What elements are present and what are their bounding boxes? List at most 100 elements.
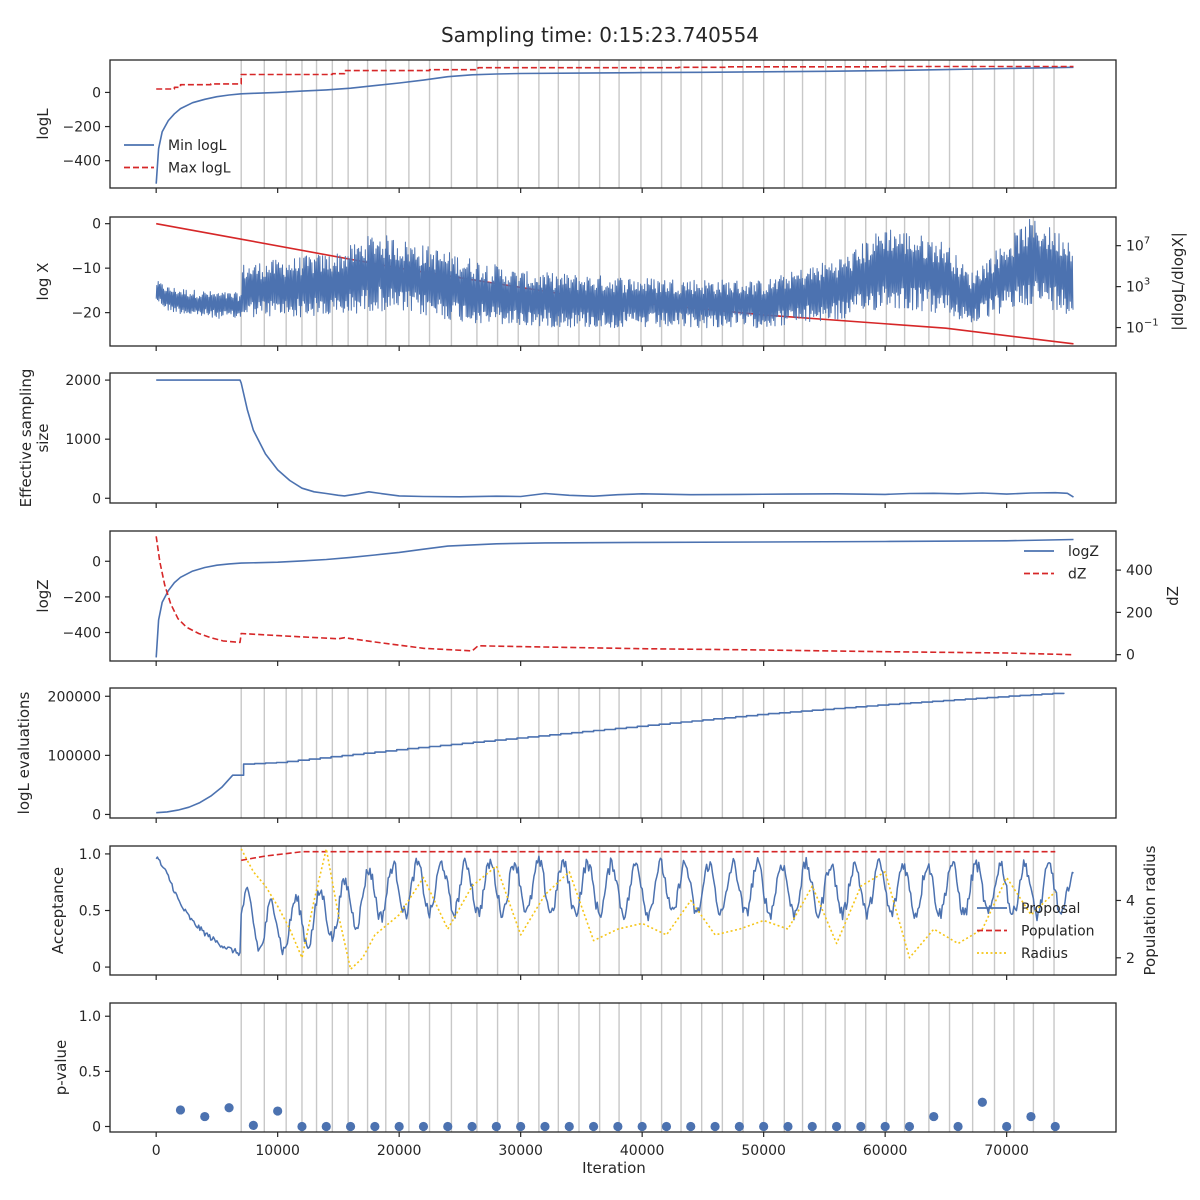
pvalue-point	[807, 1121, 817, 1132]
pvalue-point	[540, 1121, 550, 1132]
y2-tick-label: 400	[1126, 563, 1153, 579]
pvalue-point	[831, 1121, 842, 1132]
pvalue-point	[248, 1120, 258, 1130]
y-axis-label: Acceptance	[49, 867, 67, 954]
x-tick-label: 50000	[741, 1143, 786, 1159]
legend-label: logZ	[1068, 544, 1099, 560]
pvalue-point	[467, 1121, 477, 1132]
pvalue-point	[637, 1121, 647, 1132]
legend-label: Min logL	[168, 138, 227, 154]
pvalue-point	[588, 1121, 599, 1132]
legend-label: Radius	[1021, 946, 1068, 962]
y-axis-label: log X	[34, 263, 52, 301]
y-tick-label: −10	[71, 261, 101, 277]
plot-area	[155, 846, 1074, 975]
subplot-1: 0 −200 −400 logL Min logL Max logL	[34, 59, 1117, 193]
y-axis-label-line: Effective sampling	[17, 369, 35, 508]
y2-tick-label: 0	[1126, 648, 1135, 664]
axes-frame	[109, 687, 1117, 819]
series-effective-sampling-size	[156, 379, 1074, 498]
y-tick-label: −200	[63, 590, 101, 606]
plot-area	[175, 1003, 1060, 1132]
pvalue-point	[418, 1121, 429, 1132]
y2-tick-label: 107	[1126, 236, 1150, 255]
series-logl-evaluations	[156, 692, 1065, 814]
axes-frame	[109, 372, 1117, 504]
plot-area	[156, 379, 1074, 498]
subplot-4: 0 −200 −400 logZ 400 200 0 dZ logZ dZ	[34, 530, 1182, 666]
y-tick-label: 200000	[48, 689, 101, 705]
y2-axis-label: Population radius	[1141, 845, 1159, 975]
plot-area	[155, 536, 1074, 658]
series--dlogl-dlogx-	[155, 218, 1074, 329]
pvalue-point	[953, 1121, 963, 1132]
pvalue-point	[321, 1121, 331, 1132]
y-axis-label: p-value	[52, 1040, 70, 1096]
x-tick-label: 60000	[863, 1143, 908, 1159]
pvalue-point	[904, 1121, 915, 1132]
y2-tick-label: 200	[1126, 605, 1153, 621]
pvalue-point	[734, 1121, 744, 1132]
legend-label: dZ	[1068, 567, 1086, 583]
subplot-5: 200000 100000 0 logL evaluations	[15, 687, 1117, 823]
y-tick-label: 1.0	[79, 1009, 101, 1025]
pvalue-point	[1050, 1121, 1060, 1132]
plot-area	[155, 217, 1074, 346]
x-tick-label: 0	[152, 1143, 161, 1159]
y-axis-label: logL evaluations	[15, 691, 33, 814]
legend-label: Population	[1021, 924, 1095, 940]
pvalue-point	[345, 1121, 356, 1132]
series-dz	[155, 536, 1074, 656]
pvalue-point	[297, 1121, 307, 1132]
tick-exponent: −1	[1144, 318, 1159, 329]
y-tick-label: 0.5	[79, 904, 101, 920]
x-tick-label: 70000	[984, 1143, 1029, 1159]
y-tick-label: 0	[92, 1119, 101, 1135]
pvalue-point	[1026, 1111, 1036, 1122]
y-tick-label: 100000	[48, 748, 101, 764]
y-tick-label: 0.5	[79, 1064, 101, 1080]
subplot-7: 1.0 0.5 0 p-value 0 10000 20000 30000 40000 50000…	[52, 1002, 1117, 1177]
pvalue-point	[759, 1121, 769, 1132]
plot-area	[155, 60, 1074, 188]
pvalue-point	[516, 1121, 526, 1132]
pvalue-point	[443, 1121, 453, 1132]
pvalue-point	[686, 1121, 696, 1132]
tick-base: 10	[1126, 321, 1144, 337]
y-tick-label: 0	[92, 807, 101, 823]
pvalue-point	[613, 1121, 623, 1132]
legend: Proposal Population Radius	[977, 901, 1095, 962]
y-tick-label: 1000	[65, 432, 101, 448]
pvalue-point	[783, 1121, 793, 1132]
pvalue-point	[856, 1121, 866, 1132]
tick-exponent: 3	[1144, 277, 1150, 288]
y-tick-label: 0	[92, 491, 101, 507]
y2-tick-label: 103	[1126, 277, 1150, 296]
x-tick-label: 20000	[377, 1143, 422, 1159]
pvalue-point	[491, 1121, 501, 1132]
y2-axis-label: dZ	[1164, 586, 1182, 606]
pvalue-point	[929, 1111, 939, 1122]
y-axis-label: Effective samplingsize	[17, 369, 52, 508]
x-tick-label: 10000	[255, 1143, 300, 1159]
pvalue-point	[273, 1106, 283, 1116]
axes-frame	[109, 530, 1117, 662]
axes-frame	[109, 216, 1117, 347]
y-tick-label: 0	[92, 217, 101, 233]
y-tick-label: −200	[63, 120, 101, 136]
pvalue-point	[224, 1103, 234, 1113]
x-tick-label: 30000	[498, 1143, 543, 1159]
y2-axis-label: |dlogL/dlogX|	[1169, 232, 1187, 331]
pvalue-point	[394, 1121, 404, 1132]
series-radius	[240, 848, 1056, 971]
tick-base: 10	[1126, 280, 1144, 296]
series-min-logl	[155, 66, 1074, 184]
series-logz	[155, 538, 1074, 658]
axes-frame	[109, 1002, 1117, 1133]
y2-tick-label: 4	[1126, 893, 1135, 909]
figure-title: Sampling time: 0:15:23.740554	[441, 23, 759, 47]
y-tick-label: 1.0	[79, 847, 101, 863]
y-tick-label: −400	[63, 626, 101, 642]
